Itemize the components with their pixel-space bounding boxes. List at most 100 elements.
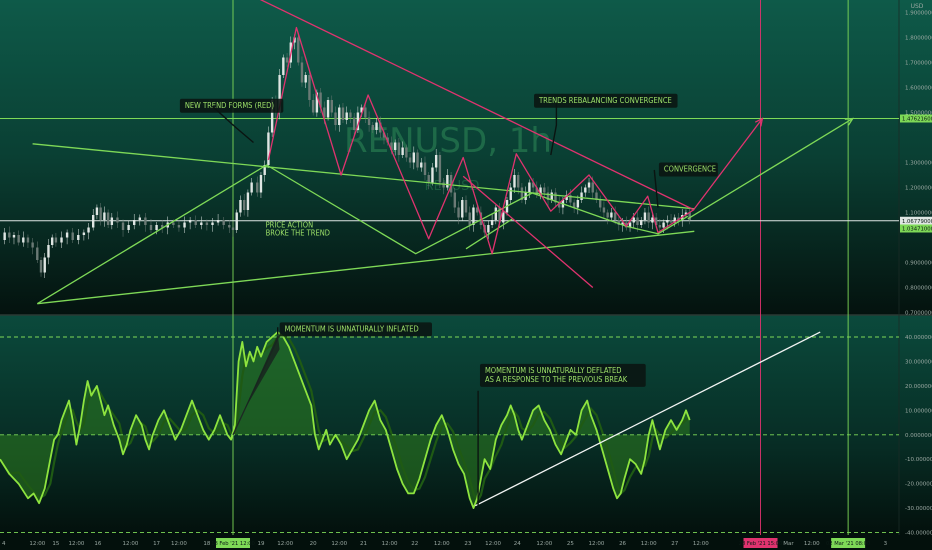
candle-body[interactable] <box>222 220 225 225</box>
candle-body[interactable] <box>550 192 553 201</box>
momentum-line[interactable] <box>0 331 691 510</box>
candle-body[interactable] <box>300 62 304 83</box>
candle-body[interactable] <box>127 225 130 230</box>
candle-body[interactable] <box>334 112 337 126</box>
candle-body[interactable] <box>393 142 397 151</box>
candle-body[interactable] <box>211 222 214 226</box>
trend-line[interactable] <box>254 0 695 211</box>
candle-body[interactable] <box>412 152 416 163</box>
candle-body[interactable] <box>133 220 136 225</box>
candle-body[interactable] <box>379 122 382 133</box>
candle-body[interactable] <box>427 175 430 183</box>
candle-body[interactable] <box>453 192 457 208</box>
candle-body[interactable] <box>326 100 330 118</box>
annotation-box[interactable] <box>179 98 284 113</box>
candle-body[interactable] <box>662 222 665 228</box>
trend-line[interactable] <box>37 230 695 305</box>
candle-body[interactable] <box>188 220 192 223</box>
candle-body[interactable] <box>595 192 598 201</box>
candle-body[interactable] <box>591 182 594 193</box>
candle-body[interactable] <box>531 182 535 188</box>
candle-body[interactable] <box>3 232 6 241</box>
candle-body[interactable] <box>640 220 643 225</box>
candle-body[interactable] <box>138 217 141 221</box>
candle-body[interactable] <box>323 107 326 118</box>
candle-body[interactable] <box>205 222 209 226</box>
candle-body[interactable] <box>338 107 341 126</box>
annotation-box[interactable] <box>279 322 432 337</box>
candle-body[interactable] <box>599 200 602 208</box>
price-candles[interactable] <box>3 33 691 278</box>
candle-body[interactable] <box>420 162 423 168</box>
candle-body[interactable] <box>349 112 352 118</box>
candle-body[interactable] <box>516 175 520 188</box>
candle-body[interactable] <box>364 107 367 118</box>
candle-body[interactable] <box>103 212 106 221</box>
candle-body[interactable] <box>617 220 621 225</box>
candle-body[interactable] <box>144 217 147 226</box>
candle-body[interactable] <box>8 232 11 238</box>
candle-body[interactable] <box>149 225 153 230</box>
candle-body[interactable] <box>367 117 371 126</box>
candle-body[interactable] <box>375 122 378 131</box>
candle-body[interactable] <box>628 222 632 228</box>
candle-body[interactable] <box>457 207 460 218</box>
candle-body[interactable] <box>498 207 501 223</box>
candle-body[interactable] <box>311 100 315 113</box>
candle-body[interactable] <box>401 147 404 156</box>
candle-body[interactable] <box>297 37 300 63</box>
candle-body[interactable] <box>160 225 164 228</box>
candle-body[interactable] <box>621 222 624 226</box>
candle-body[interactable] <box>528 182 531 193</box>
candle-body[interactable] <box>669 220 673 223</box>
candle-body[interactable] <box>330 100 333 113</box>
candle-body[interactable] <box>341 107 345 121</box>
candle-body[interactable] <box>319 92 322 108</box>
candle-body[interactable] <box>688 212 691 221</box>
candle-body[interactable] <box>449 175 453 193</box>
candle-body[interactable] <box>352 117 356 131</box>
candle-body[interactable] <box>177 225 181 228</box>
momentum-axis[interactable]: 40.00000000 30.00000000 20.00000000 10.0000… <box>0 335 932 537</box>
candle-body[interactable] <box>39 260 43 273</box>
candle-body[interactable] <box>250 182 253 193</box>
candle-body[interactable] <box>228 225 231 228</box>
candle-body[interactable] <box>235 212 238 231</box>
candle-body[interactable] <box>95 207 99 216</box>
candle-body[interactable] <box>487 225 490 233</box>
candle-body[interactable] <box>431 167 434 183</box>
candle-body[interactable] <box>304 75 307 83</box>
momentum-trend-lines[interactable] <box>232 331 821 507</box>
candle-body[interactable] <box>315 92 319 113</box>
candle-body[interactable] <box>606 212 609 218</box>
candle-body[interactable] <box>371 125 374 130</box>
candle-body[interactable] <box>82 232 86 236</box>
annotation-box[interactable] <box>658 162 718 177</box>
candle-body[interactable] <box>47 245 50 258</box>
candle-body[interactable] <box>50 237 54 246</box>
candle-body[interactable] <box>65 232 69 238</box>
candle-body[interactable] <box>423 162 427 176</box>
trend-line[interactable] <box>687 117 854 220</box>
candle-body[interactable] <box>513 175 516 188</box>
candle-body[interactable] <box>263 165 266 175</box>
candle-body[interactable] <box>360 107 363 113</box>
candle-body[interactable] <box>242 200 246 210</box>
candle-body[interactable] <box>543 187 546 193</box>
momentum-trend-line[interactable] <box>475 331 821 507</box>
candle-body[interactable] <box>602 207 606 213</box>
annotation-box[interactable] <box>534 93 678 108</box>
candle-body[interactable] <box>572 202 576 208</box>
candle-body[interactable] <box>490 220 494 225</box>
candle-body[interactable] <box>438 155 442 183</box>
candle-body[interactable] <box>231 227 235 231</box>
candle-body[interactable] <box>270 100 274 133</box>
candle-body[interactable] <box>397 142 401 156</box>
candle-body[interactable] <box>584 187 587 193</box>
candle-body[interactable] <box>565 195 568 200</box>
candle-body[interactable] <box>54 237 58 243</box>
candle-body[interactable] <box>308 75 311 100</box>
candle-body[interactable] <box>256 182 259 193</box>
candle-body[interactable] <box>172 222 175 226</box>
candle-body[interactable] <box>494 207 498 221</box>
